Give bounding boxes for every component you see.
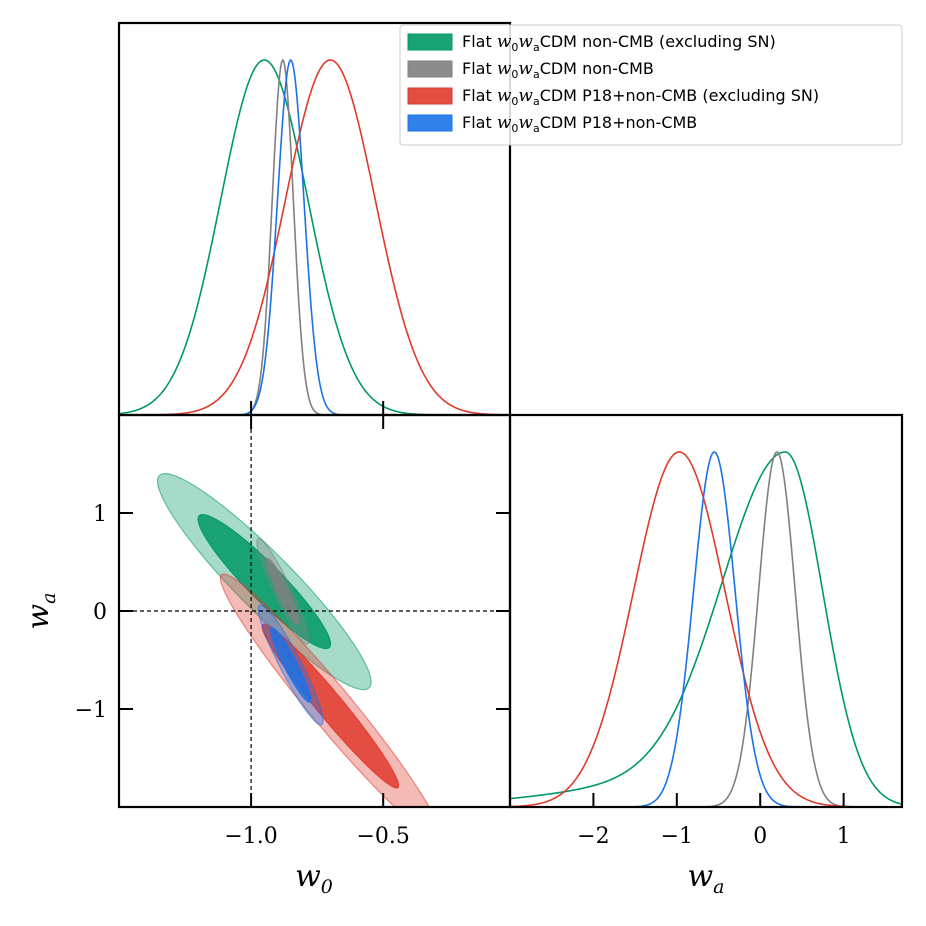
x-tick-label-w0-0: −1.0 (224, 824, 277, 849)
contour-68-series-1 (266, 558, 300, 625)
y-tick-label-wa-1: 0 (93, 600, 107, 625)
legend-label-0: Flat w0waCDM non-CMB (excluding SN) (462, 32, 776, 54)
legend-label-2: Flat w0waCDM P18+non-CMB (excluding SN) (462, 86, 819, 108)
x-axis-label-wa: wa (687, 859, 724, 898)
y-label-symbol: w (21, 604, 56, 630)
x-axis-label-w0: w0 (295, 859, 333, 898)
legend-swatch-3 (407, 114, 453, 132)
legend-swatch-2 (407, 87, 453, 105)
panel-wa-marginal (508, 413, 904, 809)
w0-marginal-series-2 (119, 59, 510, 415)
x-label-subscript: 0 (321, 876, 333, 898)
contour-68-series-3 (270, 627, 312, 703)
x-label-symbol: w (687, 859, 713, 894)
w0-marginal-series-3 (119, 59, 510, 415)
y-axis-label-wa: wa (21, 592, 60, 629)
x-tick-label-wa-2: 0 (753, 824, 767, 849)
x-tick-label-w0-1: −0.5 (356, 824, 409, 849)
y-tick-label-wa-0: −1 (75, 698, 107, 723)
x-label-subscript: a (713, 876, 724, 898)
legend-box (399, 24, 903, 146)
legend-label-3: Flat w0waCDM P18+non-CMB (462, 113, 697, 135)
legend: Flat w0waCDM non-CMB (excluding SN) Flat … (399, 24, 903, 146)
legend-swatch-1 (407, 60, 453, 78)
x-label-symbol: w (295, 859, 321, 894)
x-tick-label-wa-0: −2 (577, 824, 609, 849)
x-tick-label-wa-3: 1 (837, 824, 851, 849)
wa-marginal-series-0 (510, 451, 902, 805)
wa-marginal-series-2 (510, 451, 902, 807)
legend-swatch-0 (407, 33, 453, 51)
y-label-subscript: a (38, 592, 60, 603)
legend-label-1: Flat w0waCDM non-CMB (462, 59, 654, 81)
x-tick-label-wa-1: −1 (661, 824, 693, 849)
w0-marginal-series-1 (119, 58, 510, 415)
wa-marginal-series-3 (510, 451, 902, 807)
panel-w0-wa-contours (117, 413, 512, 809)
y-tick-label-wa-2: 1 (93, 502, 107, 527)
